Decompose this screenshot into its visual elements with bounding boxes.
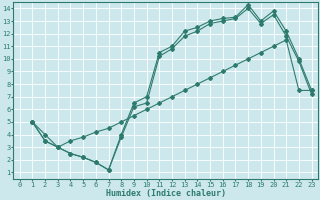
X-axis label: Humidex (Indice chaleur): Humidex (Indice chaleur): [106, 189, 226, 198]
